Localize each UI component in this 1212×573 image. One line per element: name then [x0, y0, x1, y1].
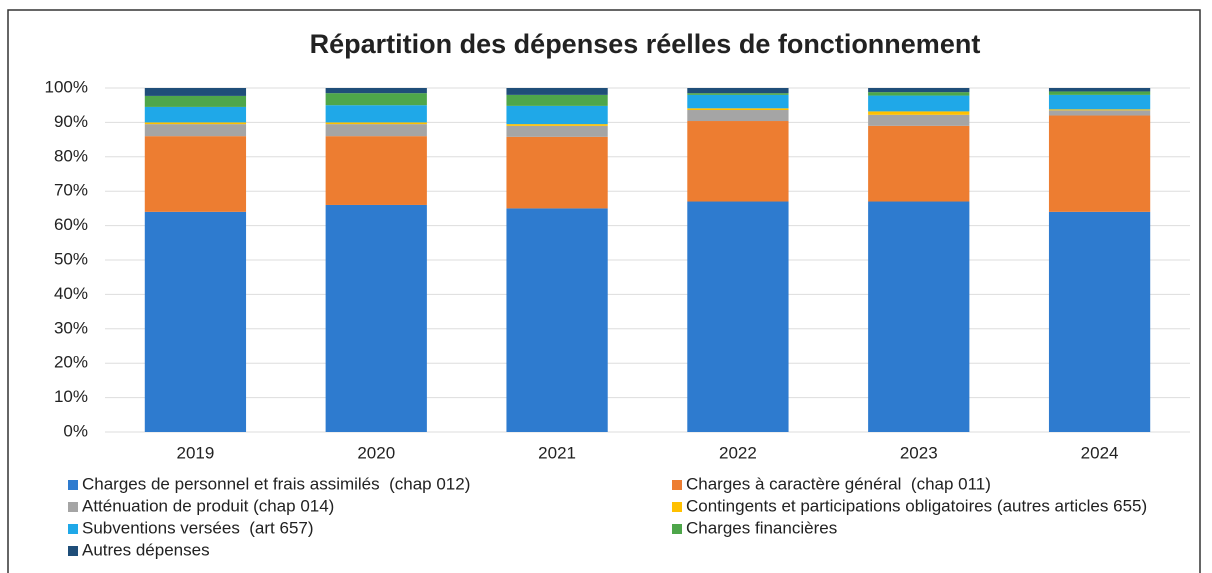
y-tick-label: 20% — [54, 353, 88, 372]
y-tick-label: 100% — [45, 77, 88, 96]
bar-segment — [144, 211, 247, 432]
bar-segment — [325, 105, 427, 123]
bar-segment — [506, 105, 608, 125]
y-tick-label: 80% — [54, 146, 88, 165]
bar-segment — [687, 94, 789, 109]
y-tick-label: 60% — [54, 215, 88, 234]
y-tick-label: 10% — [54, 387, 88, 406]
y-tick-label: 50% — [54, 249, 88, 268]
bar-segment — [144, 136, 247, 212]
bar-segment — [1048, 211, 1151, 432]
bar-segment — [144, 95, 247, 107]
bar-segment — [1048, 110, 1151, 116]
bar-segment — [687, 88, 789, 94]
legend-swatch — [68, 524, 78, 534]
bar-segment — [1048, 88, 1151, 92]
bar-segment — [687, 201, 789, 432]
bar-segment — [687, 93, 789, 95]
x-tick-label: 2022 — [719, 443, 757, 462]
legend-label: Charges à caractère général (chap 011) — [686, 474, 991, 493]
frame — [7, 9, 1201, 573]
legend-label: Atténuation de produit (chap 014) — [82, 496, 334, 515]
x-tick-label: 2020 — [357, 443, 395, 462]
bar-segment — [1048, 115, 1151, 212]
bar-segment — [506, 88, 608, 95]
bar-segment — [1048, 94, 1151, 110]
legend-swatch — [68, 480, 78, 490]
bar-segment — [1048, 109, 1151, 111]
bar-segment — [506, 125, 608, 137]
bar-segment — [1048, 91, 1151, 95]
bar-segment — [144, 124, 247, 137]
bar-segment — [325, 88, 427, 94]
legend-label: Charges financières — [686, 518, 837, 537]
y-tick-label: 90% — [54, 112, 88, 131]
bar-segment — [687, 110, 789, 122]
bar-segment — [506, 208, 608, 432]
y-tick-label: 0% — [63, 421, 88, 440]
bar-segment — [506, 124, 608, 126]
bar-segment — [325, 93, 427, 106]
x-tick-label: 2019 — [177, 443, 215, 462]
legend-swatch — [68, 502, 78, 512]
legend-swatch — [672, 524, 682, 534]
x-tick-label: 2024 — [1081, 443, 1119, 462]
bar-segment — [144, 106, 247, 123]
bar-segment — [325, 136, 427, 205]
bar-segment — [506, 94, 608, 106]
bar-segment — [868, 95, 970, 112]
bar-segment — [868, 92, 970, 96]
x-tick-label: 2023 — [900, 443, 938, 462]
bar-segment — [868, 114, 970, 126]
bar-segment — [868, 88, 970, 93]
bar-segment — [144, 122, 247, 125]
bar-segment — [506, 136, 608, 209]
bar-segment — [325, 124, 427, 137]
legend-swatch — [672, 480, 682, 490]
chart-title: Répartition des dépenses réelles de fonc… — [310, 29, 981, 59]
bar-segment — [868, 125, 970, 202]
bar-segment — [868, 111, 970, 115]
y-tick-label: 30% — [54, 318, 88, 337]
bar-segment — [687, 108, 789, 111]
legend-swatch — [672, 502, 682, 512]
legend-swatch — [68, 546, 78, 556]
bar-segment — [687, 121, 789, 202]
legend-label: Contingents et participations obligatoir… — [686, 496, 1147, 515]
bar-segment — [868, 201, 970, 432]
x-tick-label: 2021 — [538, 443, 576, 462]
legend-label: Subventions versées (art 657) — [82, 518, 314, 537]
bar-segment — [325, 204, 427, 432]
legend-label: Charges de personnel et frais assimilés … — [82, 474, 470, 493]
y-tick-label: 70% — [54, 181, 88, 200]
legend-label: Autres dépenses — [82, 540, 210, 559]
bar-segment — [144, 88, 247, 96]
y-tick-label: 40% — [54, 284, 88, 303]
bar-segment — [325, 122, 427, 125]
